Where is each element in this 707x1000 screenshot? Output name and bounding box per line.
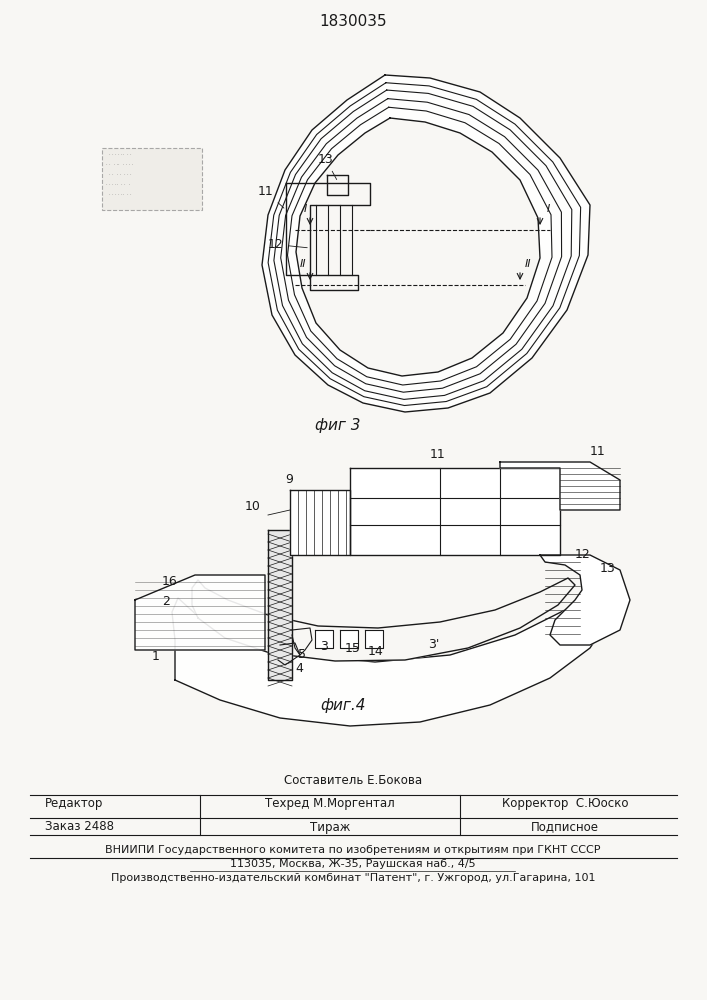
Text: 1: 1	[152, 650, 160, 663]
Text: 14: 14	[368, 645, 384, 658]
Text: 15: 15	[345, 642, 361, 655]
Polygon shape	[540, 555, 630, 645]
Text: 13: 13	[600, 562, 616, 575]
Text: 10: 10	[245, 500, 261, 513]
Polygon shape	[135, 575, 265, 650]
Text: . . . . ..  . .: . . . . .. . .	[106, 191, 132, 196]
Polygon shape	[290, 490, 350, 555]
Polygon shape	[172, 588, 610, 726]
Text: . . . ..  . .  .: . . . .. . . .	[106, 181, 130, 186]
Text: II: II	[300, 259, 306, 269]
Text: . .  . .  . . .: . . . . . . .	[106, 171, 132, 176]
Text: 12: 12	[575, 548, 591, 561]
Text: фиг 3: фиг 3	[315, 418, 361, 433]
Text: 3: 3	[320, 640, 328, 653]
Polygon shape	[268, 530, 292, 680]
Polygon shape	[192, 578, 575, 661]
Text: ВНИИПИ Государственного комитета по изобретениям и открытиям при ГКНТ СССР: ВНИИПИ Государственного комитета по изоб…	[105, 845, 601, 855]
Text: Редактор: Редактор	[45, 796, 103, 810]
Text: 5: 5	[298, 648, 306, 661]
Text: 4: 4	[295, 662, 303, 675]
Text: 1830035: 1830035	[319, 14, 387, 29]
Text: 11: 11	[430, 448, 445, 461]
Polygon shape	[350, 468, 560, 555]
Text: 2: 2	[162, 595, 170, 608]
Polygon shape	[340, 630, 358, 648]
Text: Техред М.Моргентал: Техред М.Моргентал	[265, 796, 395, 810]
Polygon shape	[500, 462, 620, 510]
Polygon shape	[315, 630, 333, 648]
Text: II: II	[525, 259, 531, 269]
Bar	[102, 148, 202, 210]
Text: 11: 11	[590, 445, 606, 458]
Text: Производственно-издательский комбинат "Патент", г. Ужгород, ул.Гагарина, 101: Производственно-издательский комбинат "П…	[111, 873, 595, 883]
Text: Корректор  С.Юоско: Корректор С.Юоско	[502, 796, 629, 810]
Text: 3': 3'	[428, 638, 439, 651]
Polygon shape	[262, 75, 590, 412]
Text: Заказ 2488: Заказ 2488	[45, 820, 114, 834]
Text: 13: 13	[318, 153, 337, 180]
Text: 11: 11	[258, 185, 284, 208]
Text: . .  . ..  . . . .: . . . .. . . . .	[106, 161, 133, 166]
Text: 9: 9	[285, 473, 293, 486]
Text: 16: 16	[162, 575, 177, 588]
Text: . . . . ..  . .: . . . . .. . .	[106, 151, 132, 156]
Text: 113035, Москва, Ж-35, Раушская наб., 4/5: 113035, Москва, Ж-35, Раушская наб., 4/5	[230, 859, 476, 869]
Text: фиг.4: фиг.4	[320, 698, 366, 713]
Text: I: I	[303, 204, 307, 214]
Text: Тираж: Тираж	[310, 820, 350, 834]
Text: 12: 12	[268, 238, 308, 251]
Text: Составитель Е.Бокова: Составитель Е.Бокова	[284, 774, 422, 786]
Text: I: I	[547, 204, 549, 214]
Text: Подписное: Подписное	[531, 820, 599, 834]
Polygon shape	[365, 630, 383, 648]
